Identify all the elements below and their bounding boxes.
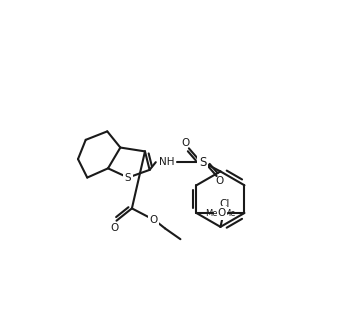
Text: O: O (216, 208, 224, 218)
Text: O: O (217, 208, 225, 218)
Text: NH: NH (159, 157, 174, 167)
Text: O: O (110, 223, 118, 233)
Text: O: O (182, 138, 190, 148)
Text: S: S (125, 173, 131, 183)
Text: Cl: Cl (219, 199, 230, 209)
Text: O: O (216, 176, 224, 187)
Text: S: S (199, 156, 206, 169)
Text: Me: Me (223, 209, 236, 218)
Text: Me: Me (205, 209, 218, 218)
Text: O: O (149, 215, 157, 225)
